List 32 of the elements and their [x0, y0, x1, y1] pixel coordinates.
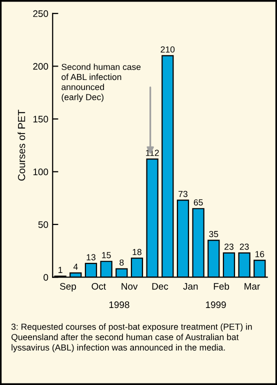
data-label: 23 — [224, 244, 234, 250]
data-label: 8 — [120, 259, 124, 266]
data-label: 23 — [240, 244, 249, 250]
text: 1998 — [109, 301, 130, 308]
data-label: 15 — [102, 252, 111, 258]
y-tick-label: 50 — [38, 221, 48, 228]
y-tick-label: 250 — [33, 10, 48, 17]
data-label: 65 — [194, 199, 203, 206]
data-label: 1 — [58, 266, 62, 273]
text: 3: Requested courses of post-bat exposure treatment (PET) in Queensland after the second human case of Australian bat lyssavirus (ABL) infection was announced in the media. — [11, 323, 252, 352]
y-axis-title: Courses of PET — [18, 110, 26, 181]
y-tick-label: 0 — [44, 274, 48, 281]
annotation: Second human case of ABL infection announced (early Dec) — [62, 64, 141, 102]
data-label: 73 — [178, 190, 188, 198]
data-label: 35 — [209, 230, 218, 238]
data-label: 210 — [160, 46, 175, 53]
y-tick-label: 150 — [33, 116, 48, 122]
data-label: 112 — [146, 150, 159, 156]
text: 1999 — [206, 301, 226, 308]
data-label: 18 — [132, 248, 142, 256]
x-tick-label: Dec — [152, 283, 168, 290]
data-label: 13 — [86, 254, 96, 260]
x-tick-label: Mar — [244, 283, 260, 290]
data-label: 16 — [255, 251, 264, 258]
x-tick-label: Jan — [183, 283, 198, 290]
x-tick-label: Feb — [214, 282, 230, 290]
data-label: 4 — [73, 264, 78, 270]
x-tick-label: Nov — [122, 283, 138, 290]
y-tick-label: 100 — [33, 168, 48, 176]
y-tick-label: 200 — [33, 63, 48, 70]
x-tick-label: Oct — [92, 283, 106, 290]
x-tick-label: Sep — [60, 283, 76, 292]
